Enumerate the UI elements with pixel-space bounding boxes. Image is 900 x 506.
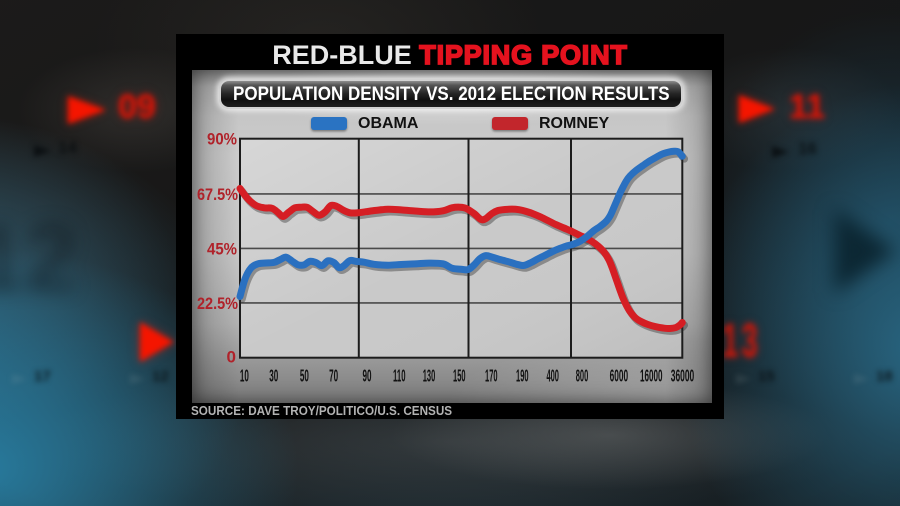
svg-text:6000: 6000 bbox=[610, 366, 629, 386]
svg-text:70: 70 bbox=[329, 366, 338, 386]
svg-text:0: 0 bbox=[227, 348, 236, 367]
svg-text:30: 30 bbox=[269, 366, 278, 386]
svg-text:50: 50 bbox=[300, 366, 309, 386]
svg-text:400: 400 bbox=[546, 366, 559, 386]
svg-text:150: 150 bbox=[453, 366, 466, 386]
svg-text:110: 110 bbox=[393, 366, 406, 386]
svg-text:45%: 45% bbox=[207, 239, 237, 258]
svg-text:130: 130 bbox=[423, 366, 436, 386]
svg-text:22.5%: 22.5% bbox=[197, 294, 238, 313]
svg-text:16000: 16000 bbox=[640, 366, 663, 386]
svg-text:90%: 90% bbox=[207, 130, 237, 149]
svg-text:170: 170 bbox=[485, 366, 498, 386]
svg-text:800: 800 bbox=[576, 366, 589, 386]
svg-text:190: 190 bbox=[516, 366, 529, 386]
svg-text:90: 90 bbox=[363, 366, 372, 386]
svg-text:67.5%: 67.5% bbox=[197, 185, 238, 204]
svg-text:10: 10 bbox=[240, 366, 249, 386]
svg-text:36000: 36000 bbox=[671, 366, 695, 386]
